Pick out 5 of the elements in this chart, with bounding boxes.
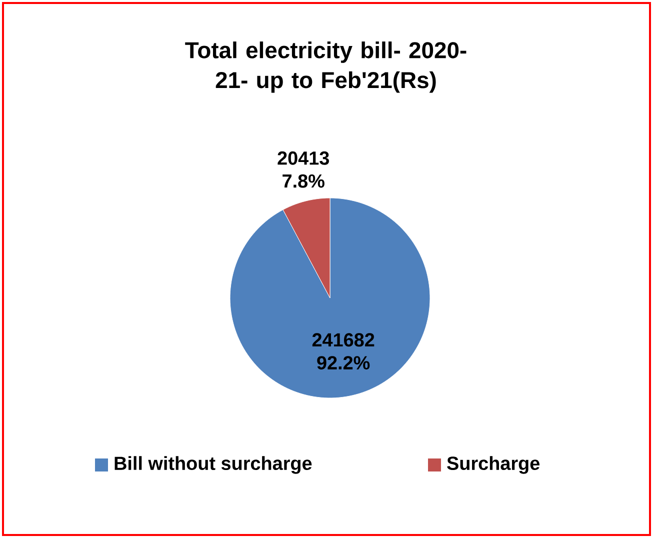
- chart-title: Total electricity bill- 2020-21- up to Feb'21(Rs): [185, 42, 466, 93]
- legend-label: Bill without surcharge: [114, 456, 312, 474]
- data-label: 20413 7.8%: [278, 151, 329, 188]
- legend-label: Surcharge: [447, 456, 540, 474]
- data-label: 241682 92.2%: [312, 333, 374, 370]
